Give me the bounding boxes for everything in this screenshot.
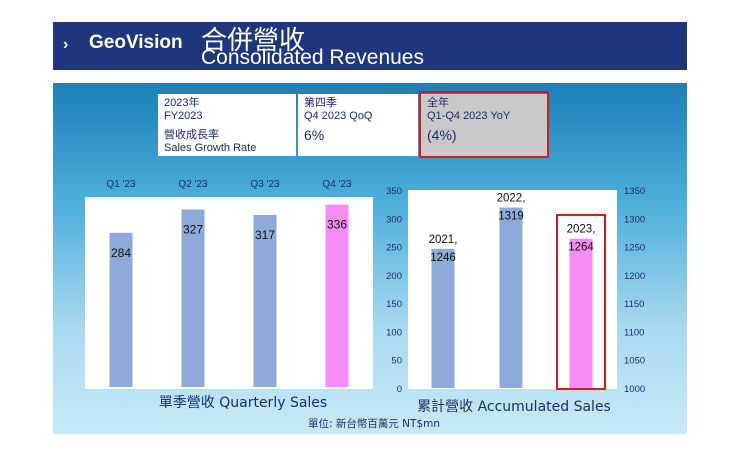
info-q4-zh: 第四季 [304,97,337,109]
brand-logo-text: GeoVision [89,32,183,53]
left-axis-tick-label: 0 [397,384,402,395]
right-axis-tick-label: 1050 [624,356,645,367]
info-growth-en: Sales Growth Rate [164,142,257,154]
right-axis-tick-label: 1200 [624,271,645,282]
quarterly-bar [325,204,349,387]
info-q4-en: Q4 2023 QoQ [304,110,373,122]
right-axis-tick-label: 1000 [624,384,645,395]
info-fullyear-en: Q1-Q4 2023 YoY [427,110,511,122]
quarterly-bar [109,232,133,387]
left-axis-tick-label: 250 [386,243,402,254]
accumulated-bar [569,238,593,388]
header-underline [53,68,687,70]
quarterly-chart-title: 單季營收 Quarterly Sales [159,395,327,411]
page-title-english: Consolidated Revenues [201,46,424,69]
right-axis-tick-label: 1250 [624,243,645,254]
info-qoq-value: 6% [304,127,325,143]
header-bar: › GeoVision 合併營收 Consolidated Revenues [53,22,687,69]
unit-note: 單位: 新台幣百萬元 NT$mn [308,417,440,430]
right-axis-tick-label: 1150 [624,299,644,310]
left-axis-tick-label: 350 [386,186,402,197]
accumulated-value-label: 1319 [498,211,524,223]
info-cell-fy2023: 2023年 FY2023 營收成長率 Sales Growth Rate [158,94,296,156]
info-cell-yoy: 全年 Q1-Q4 2023 YoY (4%) [421,94,547,156]
left-axis-tick-label: 50 [391,356,402,367]
quarterly-bar [253,214,277,387]
quarterly-category-label: Q3 '23 [250,179,280,190]
left-axis-tick-label: 150 [386,299,402,310]
left-axis-tick-label: 300 [386,214,402,225]
accumulated-bar [499,207,523,388]
accumulated-year-label: 2022, [497,193,526,205]
accumulated-value-label: 1246 [430,252,456,264]
quarterly-value-label: 327 [183,222,203,236]
info-year-en: FY2023 [164,110,203,122]
quarterly-category-label: Q4 '23 [322,179,352,190]
quarterly-category-label: Q2 '23 [178,179,208,190]
quarterly-value-label: 336 [327,218,347,232]
accumulated-bar [431,248,455,388]
right-axis-tick-label: 1350 [624,186,645,197]
accumulated-year-label: 2021, [429,234,458,246]
quarterly-plot-area [85,197,373,389]
accumulated-value-label: 1264 [568,242,594,254]
info-fullyear-zh: 全年 [427,97,449,109]
info-yoy-value: (4%) [427,127,457,143]
quarterly-bar [181,209,205,387]
accumulated-chart-title: 累計營收 Accumulated Sales [417,399,611,415]
page-title-chinese: 合併營收 [201,26,306,56]
quarterly-value-label: 284 [111,246,131,260]
accumulated-year-label: 2023, [567,224,596,236]
left-axis-tick-label: 200 [386,271,402,282]
yoy-highlight-box [419,91,549,158]
year-2023-highlight-box [556,214,606,390]
info-year-zh: 2023年 [164,97,200,109]
info-cell-qoq: 第四季 Q4 2023 QoQ 6% [298,94,418,156]
quarterly-category-label: Q1 '23 [106,179,136,190]
quarterly-value-label: 317 [255,228,275,242]
right-axis-tick-label: 1100 [624,327,644,338]
info-growth-zh: 營收成長率 [164,129,219,141]
left-axis-tick-label: 100 [386,327,402,338]
chevron-icon: › [63,36,69,53]
right-axis-tick-label: 1300 [624,214,645,225]
